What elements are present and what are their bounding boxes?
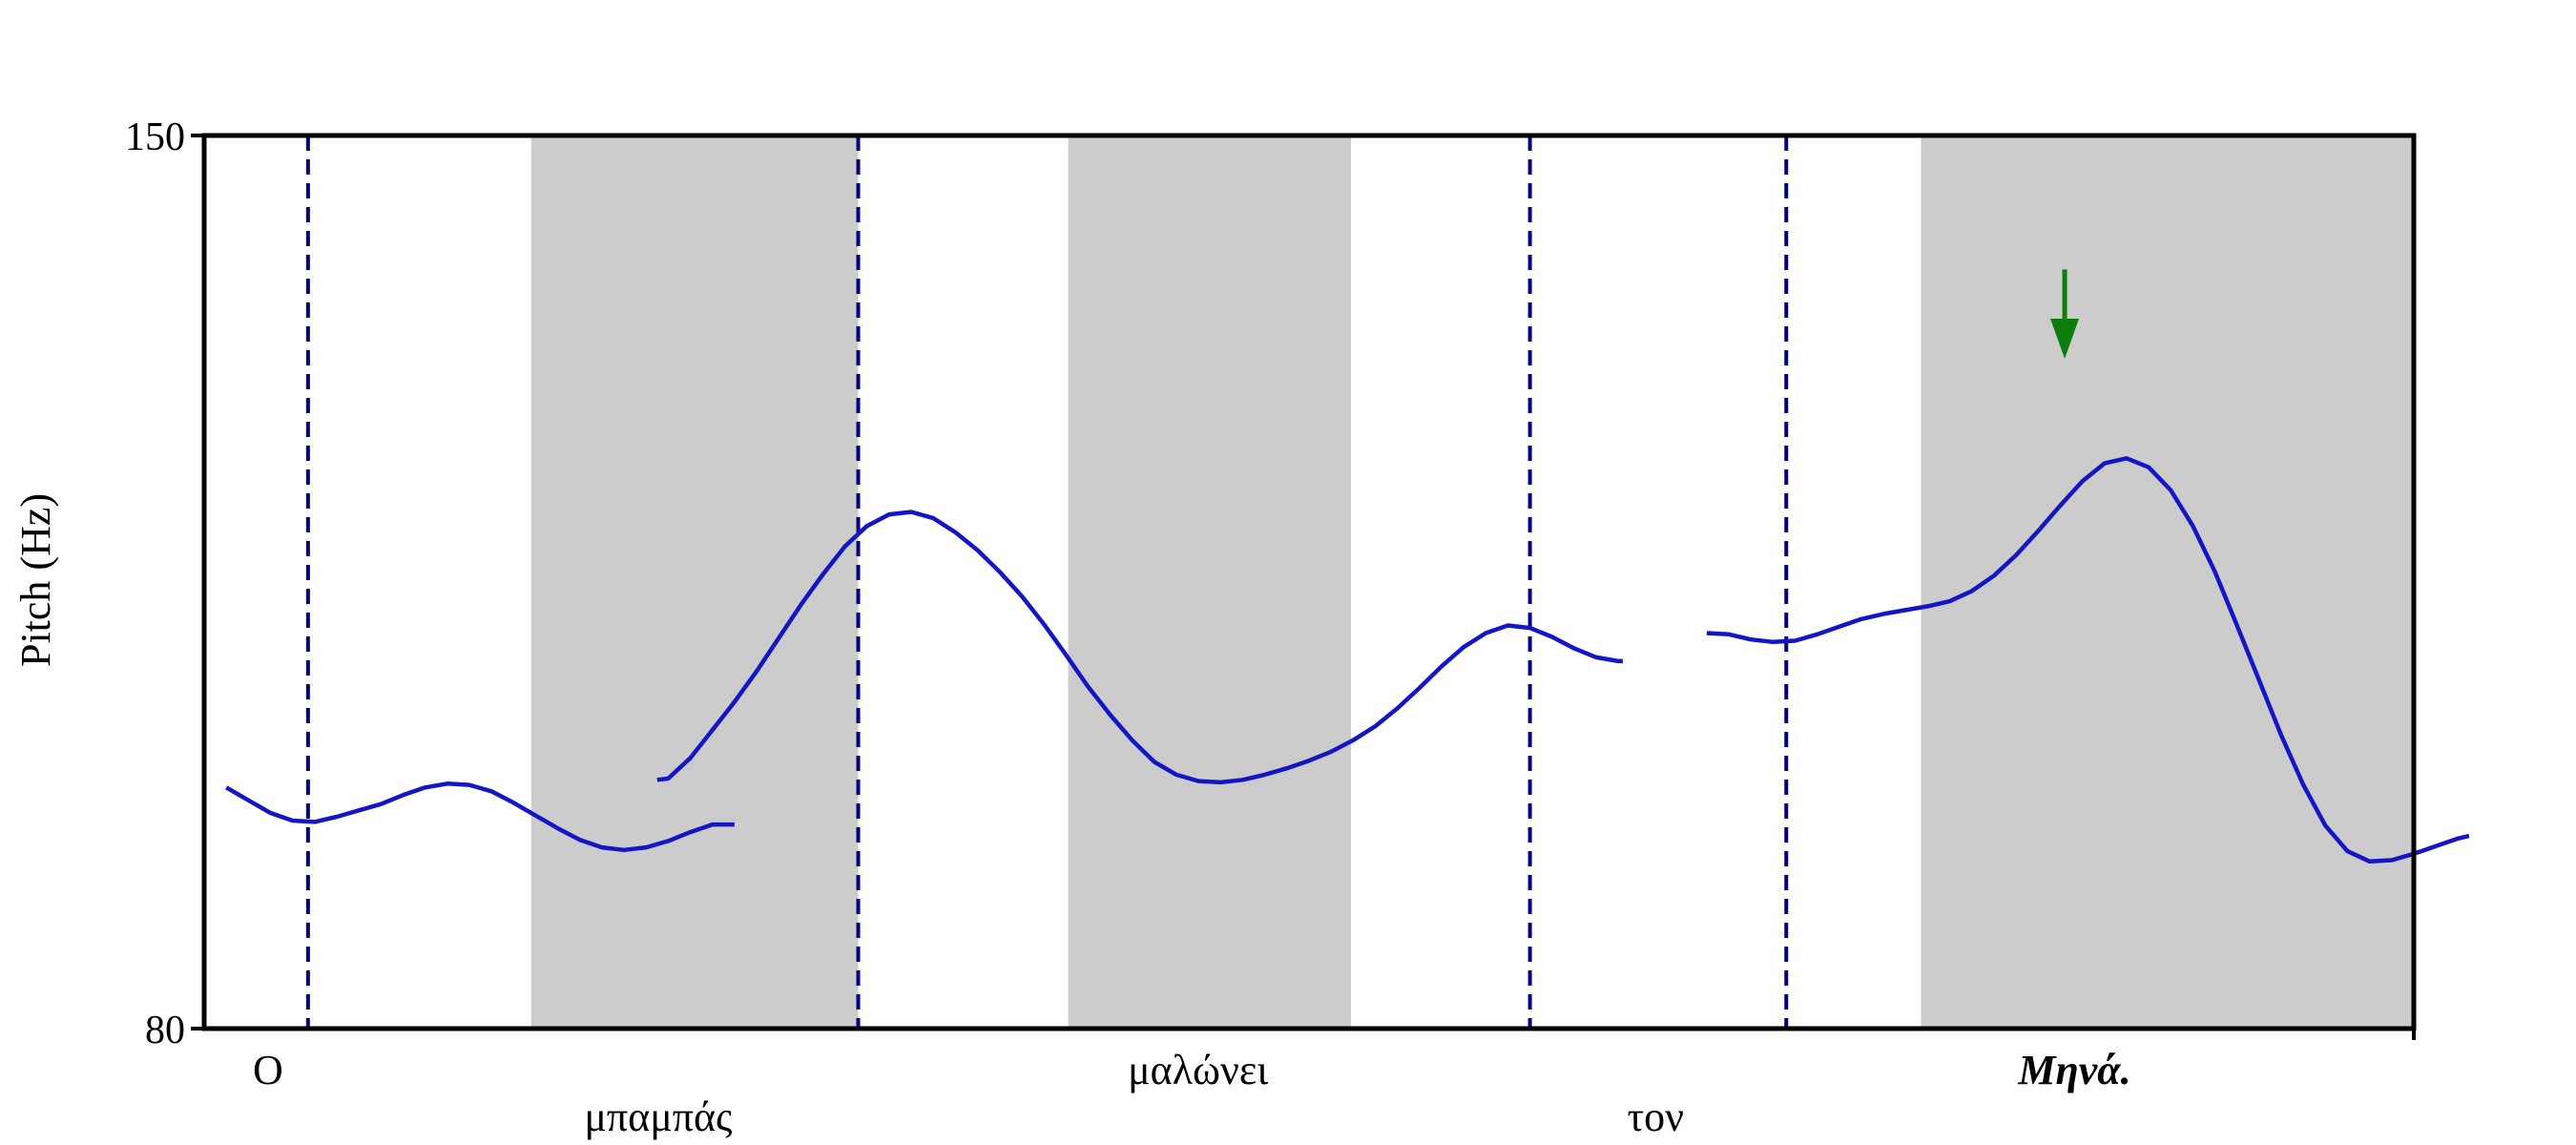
- y-ticks: 150 80: [125, 115, 204, 1052]
- shaded-region-2: [1068, 135, 1352, 1029]
- word-label-4: τον: [1628, 1093, 1685, 1140]
- word-label-3: μαλώνει: [1128, 1047, 1268, 1093]
- y-axis-title: Pitch (Hz): [12, 493, 59, 667]
- shaded-regions: [530, 135, 2414, 1029]
- pitch-series: [225, 456, 2470, 864]
- shaded-region-1: [530, 135, 859, 1029]
- pitch-segment-3: [1706, 456, 2470, 864]
- peak-arrow: [2050, 269, 2080, 359]
- pitch-segment-2: [656, 510, 1623, 785]
- arrow-head: [2050, 319, 2080, 359]
- word-label-5: Μηνά.: [2017, 1047, 2130, 1093]
- pitch-segment-1: [225, 781, 735, 853]
- word-label-2: μπαμπάς: [584, 1093, 732, 1140]
- word-label-1: Ο: [253, 1047, 283, 1093]
- y-tick-label: 150: [125, 115, 185, 159]
- plot-border: [201, 133, 2417, 1031]
- plot-frame: [201, 133, 2417, 1040]
- shaded-region-3: [1921, 135, 2414, 1029]
- y-tick-label: 80: [145, 1009, 185, 1052]
- word-boundaries: [305, 135, 1789, 1029]
